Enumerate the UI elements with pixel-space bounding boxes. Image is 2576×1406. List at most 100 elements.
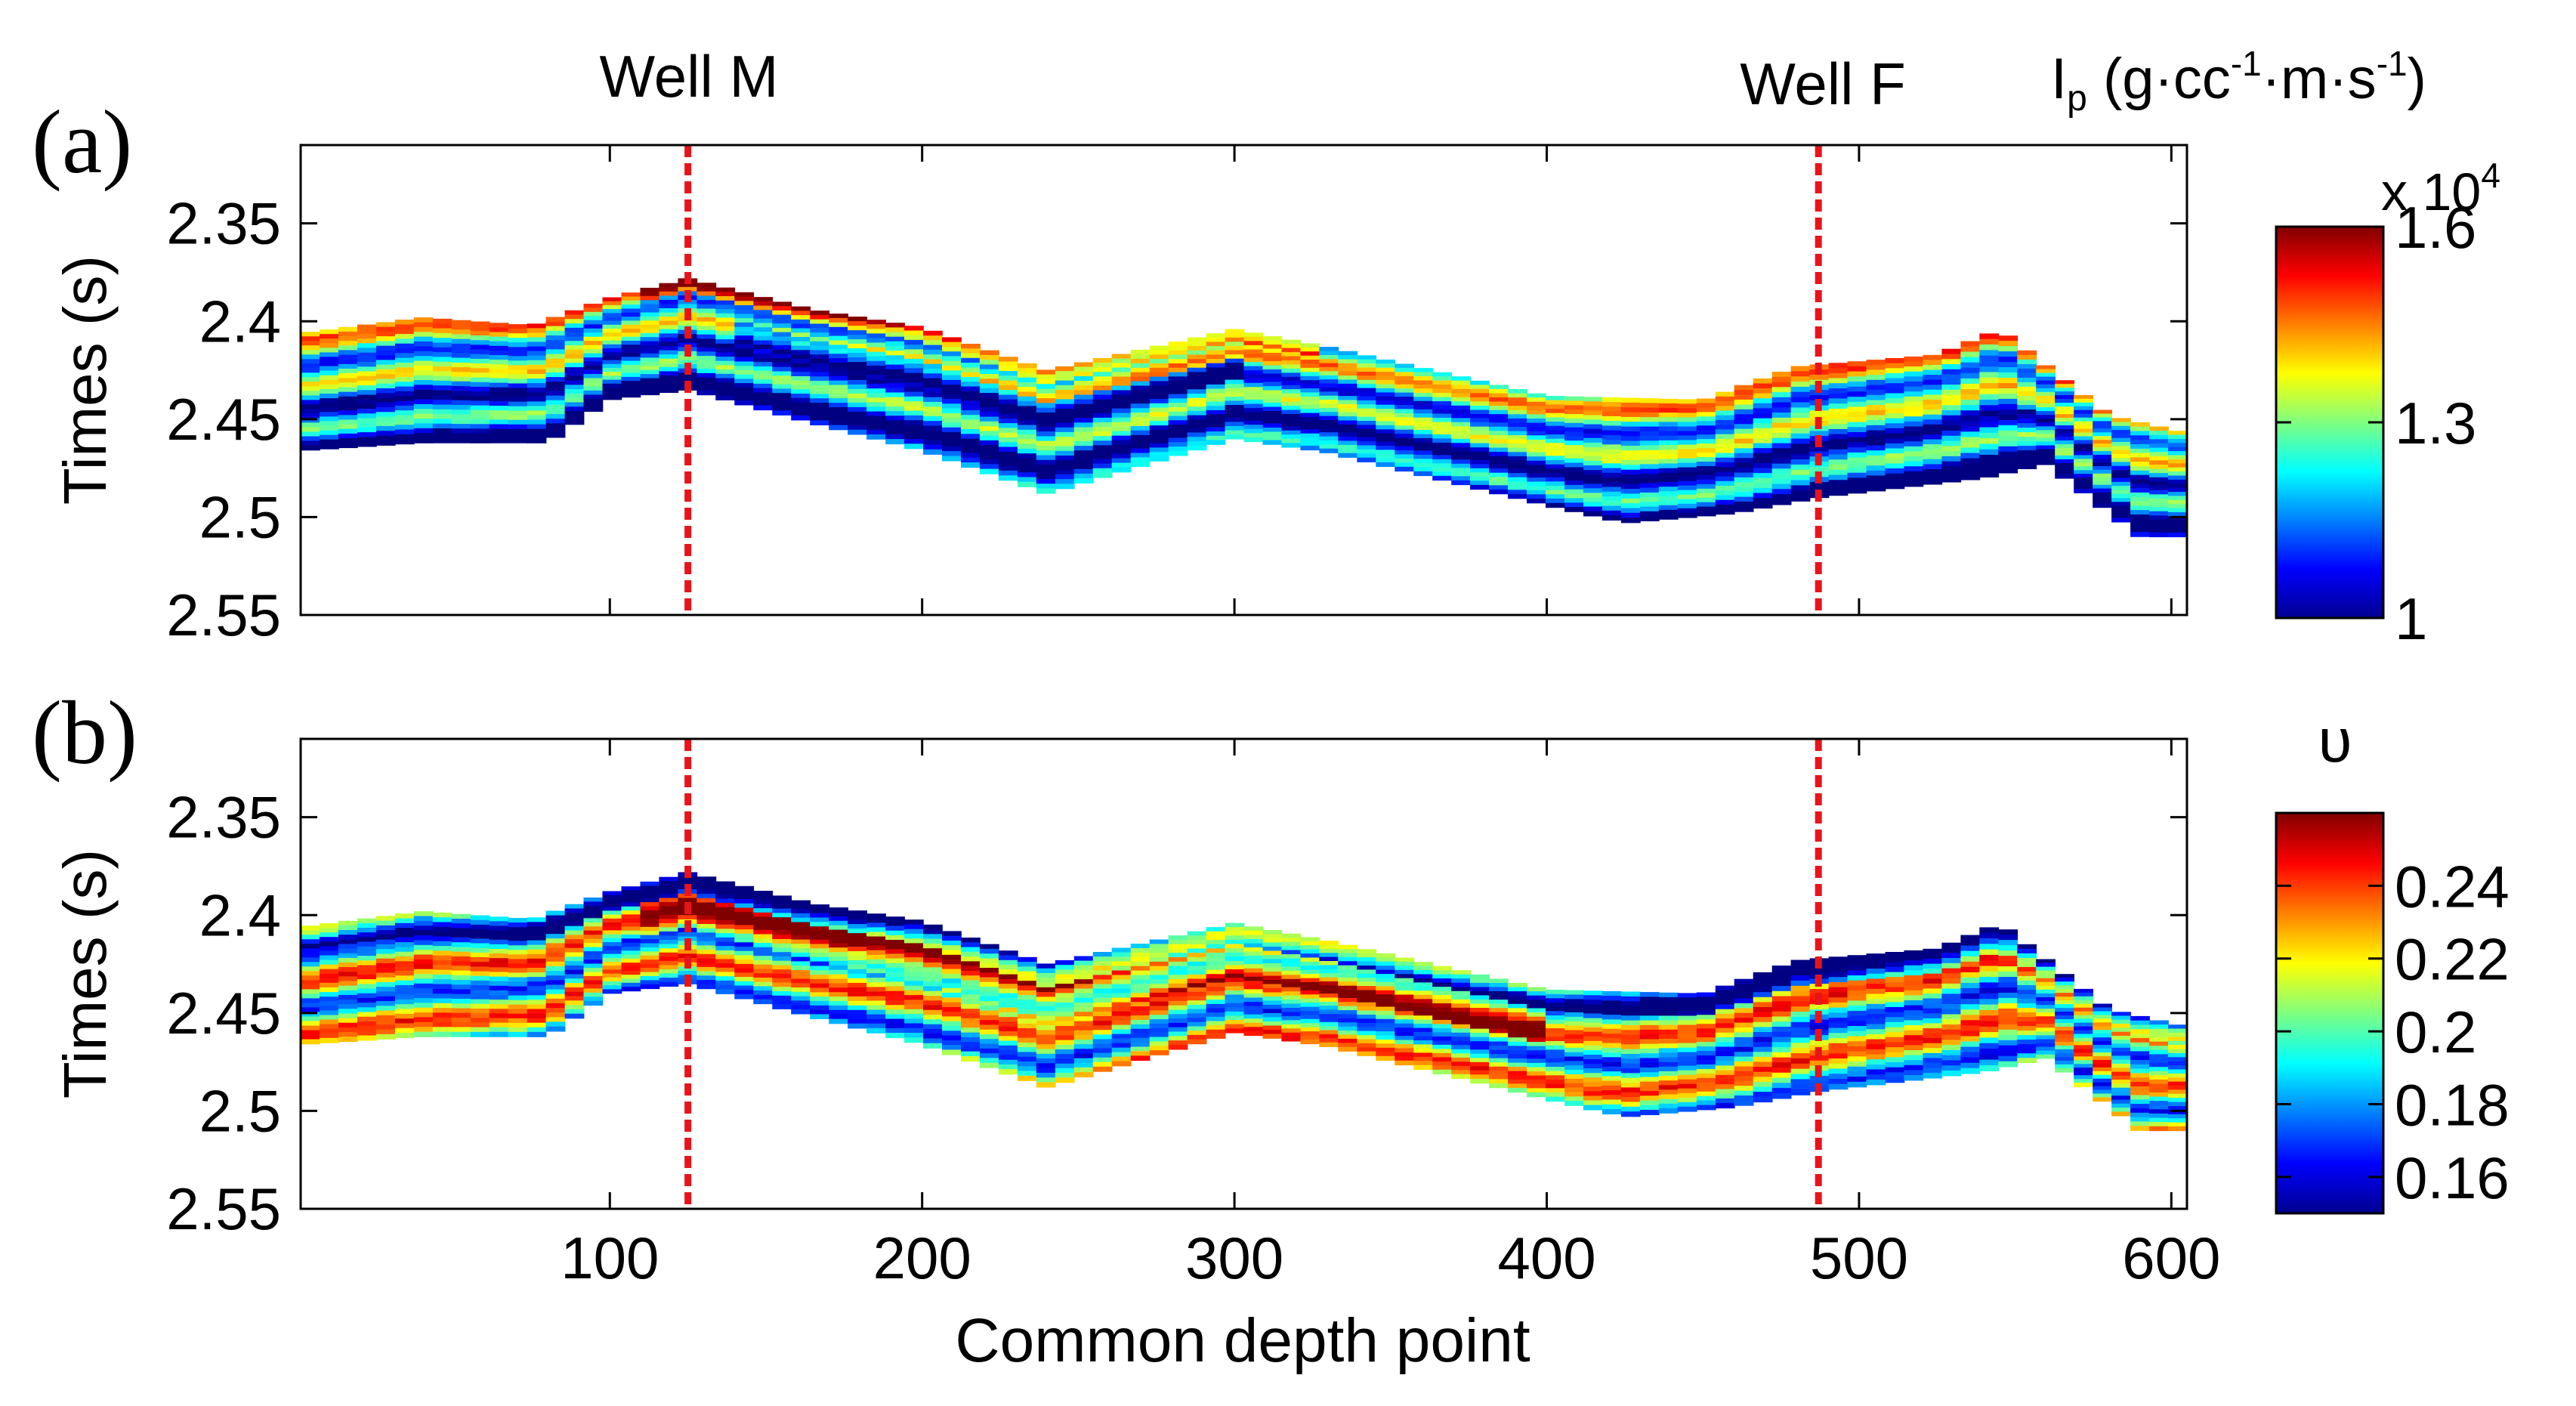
section-cell-a (697, 321, 717, 327)
section-cell-a (2093, 440, 2112, 444)
section-cell-a (1149, 452, 1169, 457)
section-cell-a (1206, 388, 1226, 394)
section-cell-a (1262, 386, 1283, 391)
section-cell-b (357, 965, 377, 971)
section-cell-b (1092, 961, 1113, 966)
section-cell-a (1923, 394, 1943, 400)
section-cell-b (1451, 1045, 1471, 1050)
section-cell-a (2017, 382, 2037, 388)
section-cell-b (1111, 961, 1132, 967)
section-cell-a (1300, 445, 1320, 451)
section-cell-a (394, 429, 415, 435)
section-cell-b (848, 1000, 867, 1006)
section-cell-a (489, 364, 509, 370)
section-cell-b (1602, 1080, 1622, 1086)
section-cell-b (659, 922, 679, 929)
section-cell-b (1847, 1081, 1867, 1088)
section-cell-a (508, 324, 528, 329)
section-cell-b (942, 945, 962, 951)
section-cell-a (1696, 497, 1716, 503)
section-cell-b (1696, 1086, 1716, 1092)
section-cell-a (979, 468, 999, 474)
section-cell-a (904, 368, 924, 374)
section-cell-b (1583, 1095, 1603, 1102)
section-cell-a (1847, 416, 1867, 423)
section-cell-b (621, 890, 641, 895)
section-cell-b (1149, 979, 1169, 984)
section-cell-a (1715, 471, 1735, 477)
section-cell-a (2036, 437, 2056, 443)
section-cell-a (942, 422, 962, 428)
section-cell-a (1771, 437, 1792, 444)
section-cell-b (1111, 1043, 1132, 1049)
section-cell-a (961, 357, 981, 363)
section-cell-a (1300, 360, 1320, 365)
section-cell-a (1715, 406, 1735, 412)
section-cell-b (1168, 966, 1188, 972)
section-cell-a (1319, 379, 1339, 385)
section-cell-a (2168, 520, 2187, 525)
section-cell-a (470, 335, 490, 341)
section-cell-a (1206, 380, 1226, 385)
panel-a-label: (a) (32, 91, 132, 192)
section-cell-a (508, 360, 528, 366)
section-cell-a (1923, 464, 1943, 470)
section-cell-b (1187, 931, 1207, 937)
section-cell-b (375, 987, 396, 993)
section-cell-a (659, 346, 679, 351)
section-cell-a (1771, 494, 1792, 500)
section-cell-a (998, 404, 1018, 410)
section-cell-a (1036, 450, 1056, 456)
section-cell-a (810, 398, 829, 403)
section-cell-a (1602, 430, 1622, 436)
section-cell-a (1960, 346, 1981, 353)
section-cell-b (961, 1003, 981, 1009)
section-cell-a (301, 418, 320, 424)
section-cell-b (621, 906, 641, 911)
section-cell-b (1300, 1011, 1320, 1016)
section-cell-b (1602, 1066, 1622, 1072)
section-cell-b (1885, 1057, 1905, 1063)
section-cell-b (640, 889, 660, 895)
section-cell-b (1432, 1003, 1452, 1009)
section-cell-b (1696, 997, 1716, 1003)
section-cell-b (1149, 944, 1169, 950)
well-m-label: Well M (600, 43, 779, 110)
section-cell-a (1960, 389, 1981, 395)
section-cell-b (678, 880, 698, 886)
section-cell-b (1149, 992, 1169, 998)
section-cell-a (2017, 396, 2037, 401)
section-cell-b (1187, 940, 1207, 945)
section-cell-b (810, 948, 829, 953)
section-cell-b (942, 993, 962, 999)
section-cell-a (1168, 394, 1188, 400)
section-cell-a (1319, 387, 1339, 393)
section-cell-b (1319, 1038, 1339, 1043)
section-cell-b (1073, 1058, 1094, 1064)
section-cell-a (357, 399, 377, 405)
section-cell-a (715, 317, 736, 323)
section-cell-b (1243, 981, 1264, 986)
section-cell-a (1508, 418, 1527, 424)
section-cell-a (338, 359, 358, 365)
section-cell-b (602, 898, 622, 904)
section-cell-b (1243, 956, 1264, 961)
section-cell-b (320, 969, 339, 975)
section-cell-a (866, 388, 886, 394)
section-cell-a (357, 380, 377, 386)
section-cell-a (1583, 488, 1603, 494)
section-cell-a (885, 406, 905, 412)
section-cell-b (1073, 988, 1094, 994)
section-cell-a (1073, 418, 1094, 424)
section-cell-a (1470, 388, 1490, 394)
section-cell-a (1658, 426, 1679, 432)
section-cell-a (1715, 486, 1735, 491)
section-cell-b (602, 914, 622, 919)
section-cell-a (753, 318, 774, 324)
section-cell-a (1338, 408, 1358, 413)
section-cell-b (885, 1033, 905, 1039)
section-cell-a (1715, 438, 1735, 444)
section-cell-b (1960, 977, 1981, 984)
section-cell-a (1489, 485, 1509, 490)
section-cell-b (451, 961, 471, 967)
